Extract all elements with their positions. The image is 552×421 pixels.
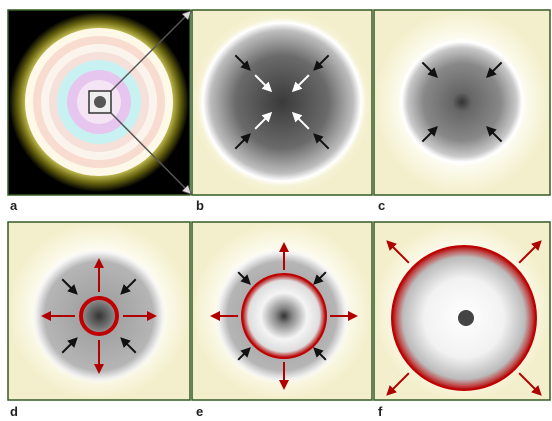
arrow (237, 347, 251, 361)
panel-label: e (196, 404, 203, 419)
arrow (234, 133, 251, 150)
arrow (254, 111, 273, 130)
star (198, 18, 366, 186)
arrow (313, 133, 330, 150)
arrow (518, 372, 542, 396)
arrow (61, 337, 78, 354)
arrow (386, 240, 410, 264)
arrow (291, 111, 310, 130)
core (458, 310, 474, 326)
zoom-line (110, 12, 190, 92)
arrow (313, 271, 327, 285)
arrow (234, 54, 251, 71)
arrow (120, 337, 137, 354)
panel-label: c (378, 198, 385, 213)
arrow (421, 61, 438, 78)
arrow (291, 74, 310, 93)
arrow (486, 61, 503, 78)
arrow (237, 271, 251, 285)
arrow (313, 54, 330, 71)
arrow (61, 278, 78, 295)
arrow (254, 74, 273, 93)
arrows (41, 54, 542, 396)
arrow (486, 126, 503, 143)
arrow (313, 347, 327, 361)
panel-label: b (196, 198, 204, 213)
arrow (421, 126, 438, 143)
core-shock (79, 296, 119, 336)
panel-label: a (10, 198, 18, 213)
arrow (518, 240, 542, 264)
panel-label: f (378, 404, 383, 419)
star (398, 38, 526, 166)
shock-bubble (241, 273, 327, 359)
zoom-line (110, 112, 190, 193)
arrow (120, 278, 137, 295)
arrow (386, 372, 410, 396)
panel-label: d (10, 404, 18, 419)
core (94, 96, 106, 108)
